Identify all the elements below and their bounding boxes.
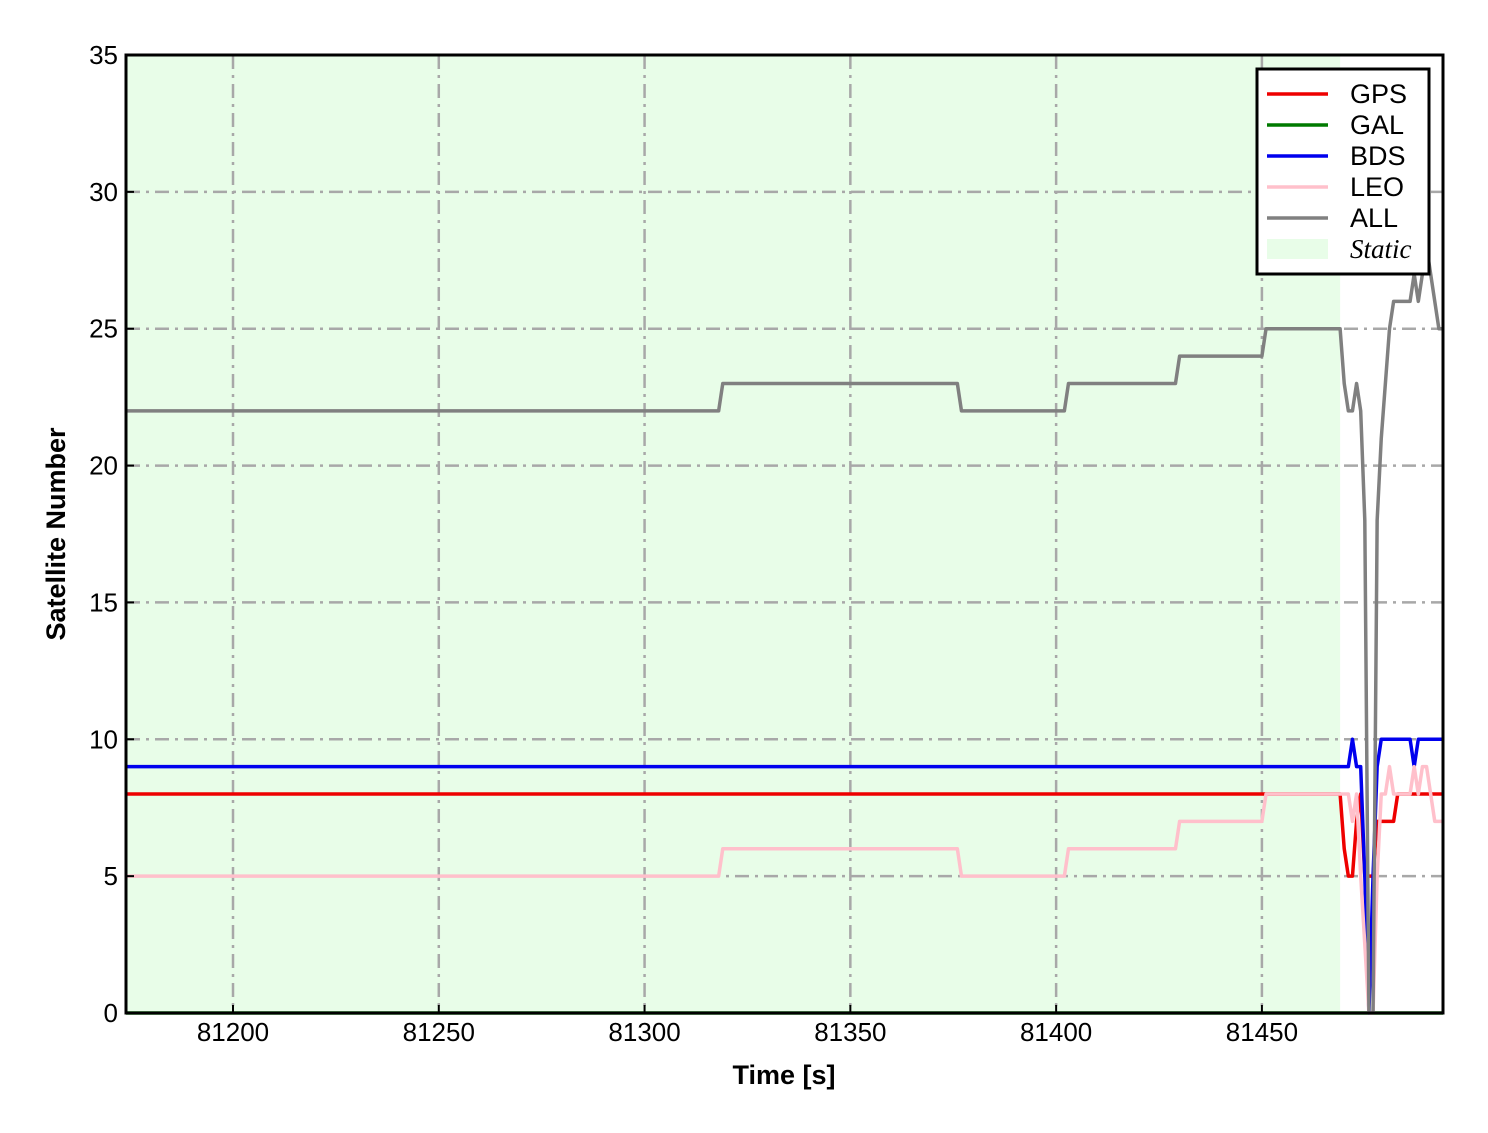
x-tick-label: 81300 — [608, 1017, 680, 1047]
series-line-all — [126, 244, 1443, 1015]
tick-layer: 81200 81250 81300 81350 81400 81450 0 5 10 15 20 25… — [89, 40, 1298, 1047]
legend-label-static: Static — [1350, 234, 1412, 264]
y-tick-label: 0 — [104, 998, 118, 1028]
x-tick-label: 81450 — [1226, 1017, 1298, 1047]
static-region — [126, 55, 1341, 1013]
series-line-leo — [126, 764, 1443, 1015]
y-tick-label: 15 — [89, 587, 118, 617]
legend-label-gal: GAL — [1350, 110, 1404, 140]
y-tick-label: 20 — [89, 451, 118, 481]
legend-label-bds: BDS — [1350, 141, 1406, 171]
x-tick-label: 81200 — [197, 1017, 269, 1047]
x-axis-label: Time [s] — [732, 1060, 835, 1090]
plot-frame — [124, 53, 1445, 1015]
legend-label-all: ALL — [1350, 203, 1398, 233]
y-tick-label: 10 — [89, 724, 118, 754]
y-tick-label: 30 — [89, 177, 118, 207]
legend-label-gps: GPS — [1350, 79, 1407, 109]
y-axis-label: Satellite Number — [41, 427, 71, 641]
y-tick-label: 5 — [104, 861, 118, 891]
series-line-bds — [126, 737, 1443, 1015]
grid-layer — [126, 55, 1443, 1013]
static-region-layer — [126, 55, 1341, 1013]
legend-label-leo: LEO — [1350, 172, 1404, 202]
x-tick-label: 81400 — [1020, 1017, 1092, 1047]
y-tick-label: 25 — [89, 314, 118, 344]
y-tick-label: 35 — [89, 40, 118, 70]
legend-swatch-static — [1267, 239, 1328, 259]
x-tick-label: 81250 — [403, 1017, 475, 1047]
x-tick-label: 81350 — [814, 1017, 886, 1047]
